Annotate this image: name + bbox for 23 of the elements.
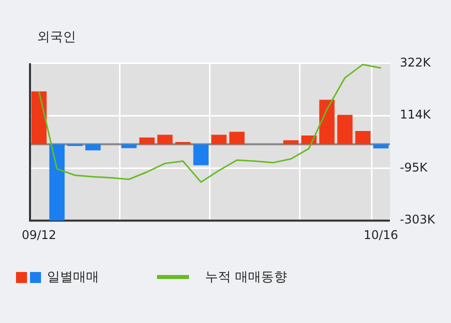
chart-title: 외국인 (37, 29, 76, 46)
bar (85, 144, 101, 150)
x-tick-label: 09/12 (22, 228, 56, 242)
y-tick-label: -303K (400, 212, 436, 227)
bar (121, 144, 137, 148)
legend-label: 일별매매 (47, 269, 99, 286)
bar (211, 134, 227, 144)
bar (157, 134, 173, 144)
y-tick-label: 114K (400, 108, 432, 122)
legend-label: 누적 매매동향 (205, 269, 288, 286)
bar (319, 100, 335, 144)
y-tick-label: -95K (400, 160, 428, 174)
bar (31, 91, 47, 144)
bar (283, 140, 299, 144)
y-tick-label: 322K (400, 55, 432, 70)
bar (229, 132, 245, 144)
bar (139, 137, 155, 144)
bar (193, 144, 209, 166)
bar (49, 144, 65, 221)
bar (373, 144, 389, 148)
bar (355, 130, 371, 144)
bar (337, 114, 353, 144)
x-tick-label: 10/16 (364, 228, 398, 242)
